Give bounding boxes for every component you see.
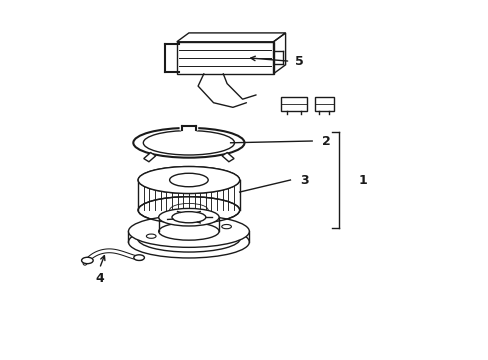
Polygon shape (273, 33, 285, 74)
Polygon shape (138, 180, 239, 210)
Ellipse shape (159, 208, 219, 226)
Ellipse shape (138, 167, 239, 193)
Text: 5: 5 (295, 55, 304, 68)
Polygon shape (280, 98, 307, 111)
Ellipse shape (134, 255, 144, 260)
Text: 2: 2 (321, 135, 330, 148)
Ellipse shape (172, 212, 205, 223)
Ellipse shape (138, 167, 239, 193)
Ellipse shape (159, 222, 219, 240)
Ellipse shape (137, 225, 240, 252)
Ellipse shape (138, 197, 239, 224)
Polygon shape (177, 33, 285, 42)
Polygon shape (314, 98, 333, 111)
Ellipse shape (81, 257, 93, 264)
Ellipse shape (221, 225, 231, 229)
Ellipse shape (169, 173, 208, 187)
Polygon shape (177, 42, 273, 74)
Ellipse shape (128, 215, 249, 247)
Text: 4: 4 (95, 272, 103, 285)
Text: 1: 1 (357, 174, 366, 186)
Ellipse shape (146, 234, 156, 238)
Ellipse shape (133, 128, 244, 158)
Ellipse shape (128, 226, 249, 258)
Ellipse shape (143, 131, 234, 155)
Text: 3: 3 (300, 174, 308, 186)
Polygon shape (222, 153, 234, 162)
Polygon shape (143, 153, 156, 162)
